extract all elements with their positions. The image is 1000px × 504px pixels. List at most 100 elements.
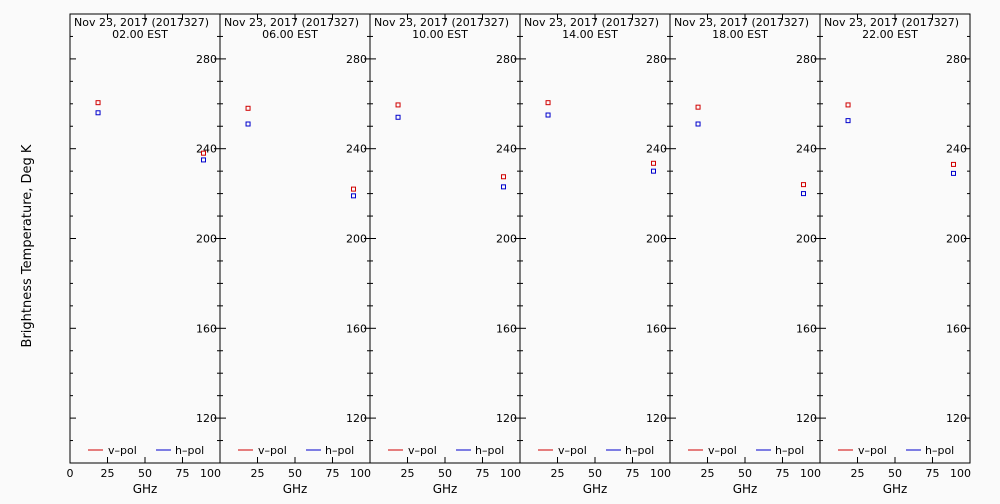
vpol-point-5-0 [845, 102, 851, 108]
panel-subtitle-0: 02.00 EST [112, 28, 168, 41]
y-tick-label-5-3: 240 [946, 143, 967, 156]
y-tick-label-1-4: 280 [346, 53, 367, 66]
legend-label-vpol-4: v–pol [708, 444, 737, 457]
legend-label-vpol-3: v–pol [558, 444, 587, 457]
hpol-point-5-0 [845, 118, 851, 124]
panel-subtitle-4: 18.00 EST [712, 28, 768, 41]
y-tick-label-2-1: 160 [496, 322, 517, 335]
y-tick-label-4-3: 240 [796, 143, 817, 156]
x-axis-label-1: GHz [283, 482, 308, 496]
x-tick-label-1-4: 100 [350, 467, 371, 480]
x-tick-label-5-2: 50 [888, 467, 902, 480]
hpol-point-2-0 [395, 114, 401, 120]
y-tick-label-5-4: 280 [946, 53, 967, 66]
vpol-point-0-0 [95, 100, 101, 106]
x-tick-label-0-3: 75 [176, 467, 190, 480]
y-tick-label-4-0: 120 [796, 412, 817, 425]
y-tick-label-5-0: 120 [946, 412, 967, 425]
vpol-point-5-1 [951, 161, 956, 167]
panel-subtitle-2: 10.00 EST [412, 28, 468, 41]
x-tick-label-0-2: 50 [138, 467, 152, 480]
x-tick-label-2-2: 50 [438, 467, 452, 480]
hpol-point-4-0 [695, 121, 701, 127]
y-tick-label-3-2: 200 [646, 233, 667, 246]
x-tick-label-4-2: 50 [738, 467, 752, 480]
hpol-point-1-0 [245, 121, 251, 127]
x-axis-label-3: GHz [583, 482, 608, 496]
vpol-point-3-1 [651, 160, 656, 166]
x-tick-label-4-1: 25 [701, 467, 715, 480]
panel-subtitle-3: 14.00 EST [562, 28, 618, 41]
y-tick-label-2-3: 240 [496, 143, 517, 156]
y-axis-label: Brightness Temperature, Deg K [20, 144, 35, 347]
x-tick-label-3-4: 100 [650, 467, 671, 480]
legend-label-hpol-2: h–pol [475, 444, 504, 457]
vpol-point-2-0 [395, 102, 401, 108]
y-tick-label-5-2: 200 [946, 233, 967, 246]
hpol-point-5-1 [951, 170, 956, 176]
y-tick-label-5-1: 160 [946, 322, 967, 335]
y-tick-label-0-0: 120 [196, 412, 217, 425]
y-tick-label-0-3: 240 [196, 143, 217, 156]
legend-label-hpol-4: h–pol [775, 444, 804, 457]
vpol-point-0-1 [201, 150, 206, 156]
y-tick-label-0-2: 200 [196, 233, 217, 246]
vpol-point-1-0 [245, 105, 251, 111]
y-tick-label-2-0: 120 [496, 412, 517, 425]
x-tick-label-1-3: 75 [326, 467, 340, 480]
y-tick-label-2-2: 200 [496, 233, 517, 246]
x-tick-label-4-3: 75 [776, 467, 790, 480]
vpol-point-1-1 [351, 186, 356, 192]
x-axis-label-2: GHz [433, 482, 458, 496]
y-tick-label-4-2: 200 [796, 233, 817, 246]
legend-label-hpol-0: h–pol [175, 444, 204, 457]
x-tick-label-0-1: 25 [101, 467, 115, 480]
y-tick-label-3-1: 160 [646, 322, 667, 335]
x-axis-label-5: GHz [883, 482, 908, 496]
x-tick-label-5-3: 75 [926, 467, 940, 480]
hpol-point-1-1 [351, 193, 356, 199]
y-tick-label-1-3: 240 [346, 143, 367, 156]
hpol-point-3-0 [545, 112, 551, 118]
hpol-point-4-1 [801, 191, 806, 197]
hpol-point-2-1 [501, 184, 506, 190]
x-tick-label-3-2: 50 [588, 467, 602, 480]
y-tick-label-3-4: 280 [646, 53, 667, 66]
x-tick-label-5-4: 100 [950, 467, 971, 480]
panel-subtitle-5: 22.00 EST [862, 28, 918, 41]
vpol-point-2-1 [501, 174, 506, 180]
y-tick-label-3-3: 240 [646, 143, 667, 156]
panel-subtitle-1: 06.00 EST [262, 28, 318, 41]
hpol-point-3-1 [651, 168, 656, 174]
legend-label-hpol-5: h–pol [925, 444, 954, 457]
x-tick-label-3-1: 25 [551, 467, 565, 480]
x-tick-label-2-1: 25 [401, 467, 415, 480]
x-tick-label-5-1: 25 [851, 467, 865, 480]
vpol-point-4-1 [801, 182, 806, 188]
x-tick-label-0-0: 0 [67, 467, 74, 480]
y-tick-label-3-0: 120 [646, 412, 667, 425]
legend-label-vpol-5: v–pol [858, 444, 887, 457]
y-tick-label-2-4: 280 [496, 53, 517, 66]
y-tick-label-0-1: 160 [196, 322, 217, 335]
legend-label-vpol-1: v–pol [258, 444, 287, 457]
y-tick-label-4-4: 280 [796, 53, 817, 66]
y-tick-label-4-1: 160 [796, 322, 817, 335]
x-axis-label-4: GHz [733, 482, 758, 496]
y-tick-label-1-0: 120 [346, 412, 367, 425]
x-tick-label-0-4: 100 [200, 467, 221, 480]
x-tick-label-3-3: 75 [626, 467, 640, 480]
legend-label-hpol-1: h–pol [325, 444, 354, 457]
x-axis-label-0: GHz [133, 482, 158, 496]
y-tick-label-0-4: 280 [196, 53, 217, 66]
x-tick-label-1-2: 50 [288, 467, 302, 480]
legend-label-hpol-3: h–pol [625, 444, 654, 457]
hpol-point-0-1 [201, 157, 206, 163]
y-tick-label-1-2: 200 [346, 233, 367, 246]
x-tick-label-2-3: 75 [476, 467, 490, 480]
legend-label-vpol-0: v–pol [108, 444, 137, 457]
y-tick-label-1-1: 160 [346, 322, 367, 335]
vpol-point-3-0 [545, 100, 551, 106]
vpol-point-4-0 [695, 104, 701, 110]
